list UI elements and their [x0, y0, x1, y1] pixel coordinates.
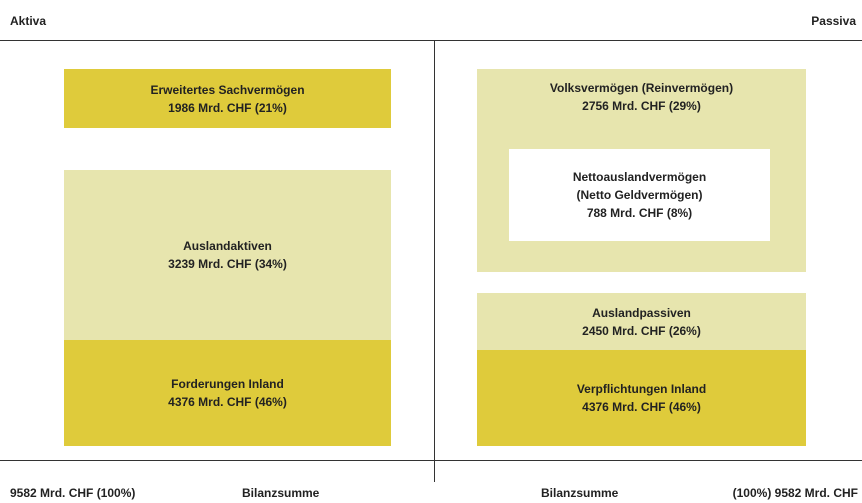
box-text: Nettoauslandvermögen	[572, 170, 707, 184]
box-text: 2756 Mrd. CHF (29%)	[582, 99, 701, 113]
box-text: Erweitertes Sachvermögen	[150, 82, 305, 97]
box-text: 4376 Mrd. CHF (46%)	[168, 395, 287, 409]
box: Verpflichtungen Inland 4376 Mrd. CHF (46%…	[477, 350, 806, 446]
box-text: 1986 Mrd. CHF (21%)	[168, 100, 287, 115]
footer-total: 9582 Mrd. CHF (100%)	[10, 486, 136, 500]
footer-total: (100%) 9582 Mrd. CHF	[732, 486, 858, 500]
footer-label: Bilanzsumme	[541, 486, 619, 500]
top-rule	[0, 40, 862, 41]
box-text: 4376 Mrd. CHF (46%)	[582, 400, 701, 414]
box: Erweitertes Sachvermögen 1986 Mrd. CHF (2…	[64, 69, 391, 128]
box-text: Auslandaktiven	[183, 239, 272, 253]
box: Nettoauslandvermögen (Netto Geldvermögen)…	[509, 149, 770, 241]
bottom-rule	[0, 460, 862, 461]
header-left: Aktiva	[10, 14, 47, 28]
box-text: Auslandpassiven	[592, 305, 691, 320]
box-text: Forderungen Inland	[171, 377, 284, 391]
box-text: Verpflichtungen Inland	[576, 382, 707, 396]
box-text: Volksvermögen (Reinvermögen)	[549, 81, 734, 95]
box-text: 2450 Mrd. CHF (26%)	[582, 323, 701, 338]
box: Auslandpassiven 2450 Mrd. CHF (26%)	[477, 293, 806, 350]
box-text: 788 Mrd. CHF (8%)	[586, 206, 693, 220]
footer-label: Bilanzsumme	[242, 486, 320, 500]
box-text: (Netto Geldvermögen)	[576, 188, 703, 202]
box: Auslandaktiven 3239 Mrd. CHF (34%)	[64, 170, 391, 340]
header-right: Passiva	[811, 14, 856, 28]
center-rule	[434, 40, 435, 482]
box-text: 3239 Mrd. CHF (34%)	[168, 257, 287, 271]
box: Forderungen Inland 4376 Mrd. CHF (46%)	[64, 340, 391, 446]
